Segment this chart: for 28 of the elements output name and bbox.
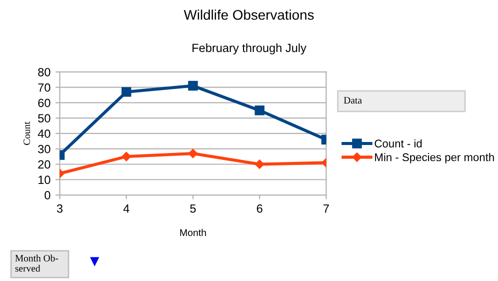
legend-title: Data bbox=[344, 97, 362, 104]
x-tick-label: 7 bbox=[324, 204, 329, 213]
y-tick-label: 10 bbox=[38, 176, 50, 184]
y-tick-label: 70 bbox=[38, 83, 50, 92]
point bbox=[188, 148, 198, 158]
text: Month Ob- served bbox=[15, 254, 58, 272]
chart-title: Wildlife Observations bbox=[184, 10, 314, 20]
x-tick-label: 5 bbox=[190, 204, 196, 213]
y-tick-label: 40 bbox=[38, 130, 50, 138]
point bbox=[122, 152, 131, 162]
y-tick-label: 30 bbox=[38, 144, 50, 154]
y-axis-title: Count bbox=[24, 122, 30, 145]
point bbox=[254, 106, 264, 116]
point bbox=[188, 80, 198, 91]
y-tick-label: 60 bbox=[38, 98, 50, 108]
x-tick-label: 3 bbox=[56, 204, 63, 213]
y-tick-label: 20 bbox=[38, 160, 50, 169]
y-tick-label: 50 bbox=[38, 114, 50, 122]
y-tick-label: 80 bbox=[38, 68, 50, 76]
point bbox=[122, 87, 132, 97]
y-tick-label: 0 bbox=[44, 191, 50, 200]
legend-label: Count - id bbox=[374, 139, 422, 148]
x-tick-label: 4 bbox=[123, 204, 130, 213]
x-axis-title: Month bbox=[180, 228, 206, 236]
legend-label: Min - Species per month bbox=[375, 153, 494, 164]
point bbox=[254, 160, 264, 169]
x-tick-label: 6 bbox=[256, 204, 262, 213]
chart-subtitle: February through July bbox=[192, 43, 306, 54]
